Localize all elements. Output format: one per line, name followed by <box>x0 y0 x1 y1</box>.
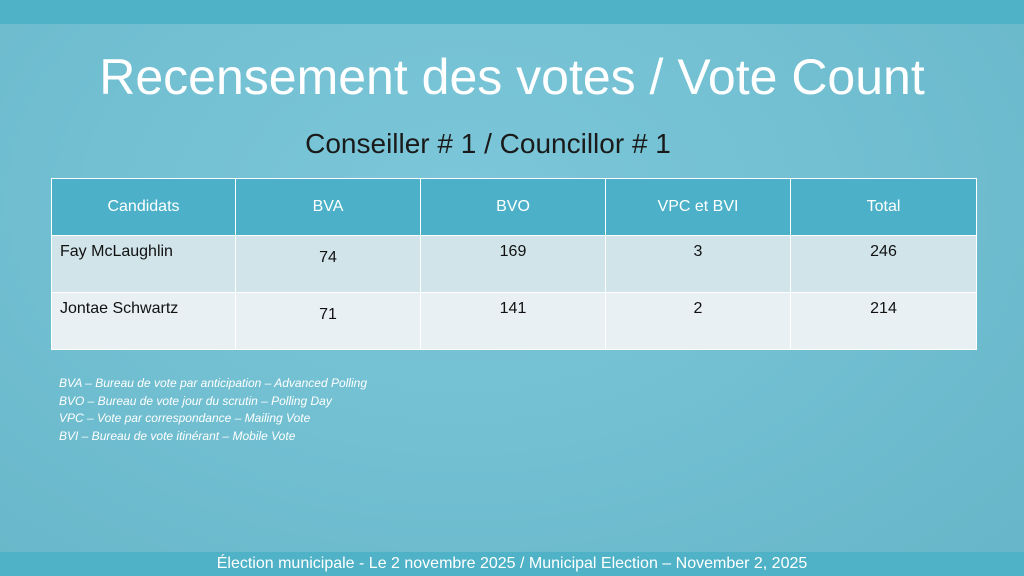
legend-item: BVA – Bureau de vote par anticipation – … <box>59 376 367 390</box>
abbreviation-legend: BVA – Bureau de vote par anticipation – … <box>59 375 367 445</box>
vote-count-table: Candidats BVA BVO VPC et BVI Total Fay M… <box>51 178 977 350</box>
table-row: Jontae Schwartz 71 141 2 214 <box>51 292 977 350</box>
header-bvo: BVO <box>420 178 606 236</box>
slide-subtitle: Conseiller # 1 / Councillor # 1 <box>305 128 671 159</box>
candidate-name: Fay McLaughlin <box>51 235 236 293</box>
vpc-bvi-count: 3 <box>605 235 791 293</box>
total-count: 214 <box>790 292 977 350</box>
header-candidates: Candidats <box>51 178 236 236</box>
legend-item: VPC – Vote par correspondance – Mailing … <box>59 411 311 426</box>
header-total: Total <box>790 178 977 236</box>
footer-text: Élection municipale - Le 2 novembre 2025… <box>216 555 808 572</box>
bva-count: 74 <box>235 235 421 293</box>
bottom-accent-bar <box>0 552 1024 576</box>
candidate-name: Jontae Schwartz <box>51 292 236 350</box>
legend-item: BVO – Bureau de vote jour du scrutin – P… <box>59 393 332 408</box>
top-accent-bar <box>0 0 1024 24</box>
vpc-bvi-count: 2 <box>605 292 791 350</box>
table-row: Fay McLaughlin 74 169 3 246 <box>51 235 977 293</box>
header-vpc-bvi: VPC et BVI <box>605 178 791 236</box>
header-bva: BVA <box>235 178 421 236</box>
bvo-count: 169 <box>420 235 606 293</box>
bvo-count: 141 <box>420 292 606 350</box>
table-header-row: Candidats BVA BVO VPC et BVI Total <box>51 178 977 236</box>
total-count: 246 <box>790 235 977 293</box>
bva-count: 71 <box>235 292 421 350</box>
slide-title: Recensement des votes / Vote Count <box>99 49 925 105</box>
legend-item: BVI – Bureau de vote itinérant – Mobile … <box>59 428 296 443</box>
